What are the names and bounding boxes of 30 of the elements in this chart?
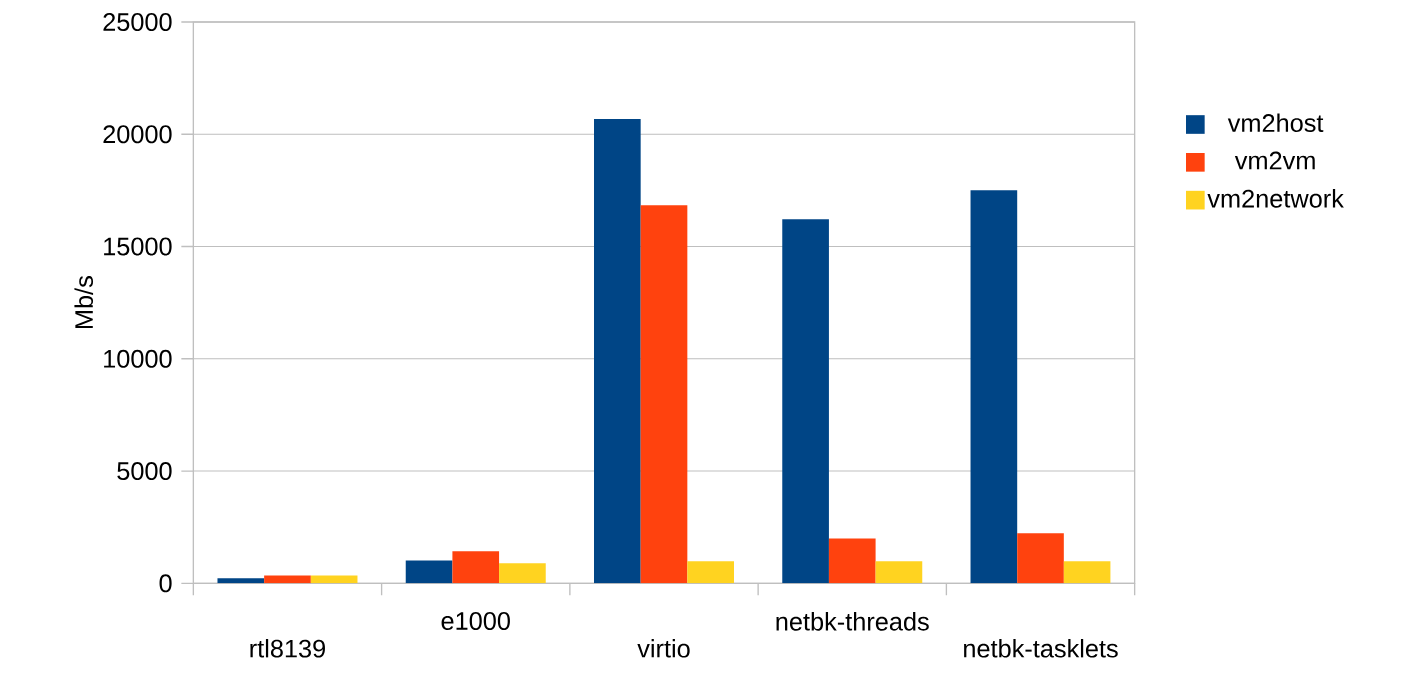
x-tick-label: netbk-tasklets xyxy=(964,638,1118,658)
y-axis-title: Mb/s xyxy=(74,275,94,328)
y-tick-label: 0 xyxy=(159,574,172,593)
bar xyxy=(828,538,876,584)
x-tick-label: e1000 xyxy=(441,611,510,630)
bar xyxy=(1017,533,1064,584)
bar xyxy=(782,218,829,584)
legend-label: vm2vm xyxy=(1234,151,1315,170)
bar xyxy=(970,190,1018,584)
y-tick-label: 25000 xyxy=(103,12,172,31)
x-tick-label: netbk-threads xyxy=(776,611,929,631)
bar xyxy=(405,560,453,584)
bar xyxy=(264,575,311,584)
bar xyxy=(594,118,641,584)
legend-label: vm2network xyxy=(1207,188,1344,208)
y-tick-label: 15000 xyxy=(104,237,172,256)
bar xyxy=(452,551,500,584)
bar xyxy=(217,578,265,584)
bar xyxy=(1063,561,1111,584)
y-tick-label: 10000 xyxy=(104,349,172,368)
bar xyxy=(499,563,546,584)
bar xyxy=(640,205,688,584)
bar xyxy=(875,561,923,584)
x-tick-label: rtl8139 xyxy=(250,638,325,658)
y-tick-label: 5000 xyxy=(117,461,172,480)
bar xyxy=(687,561,734,584)
x-tick-label: virtio xyxy=(637,638,690,658)
bar xyxy=(310,575,358,584)
legend-label: vm2host xyxy=(1227,113,1324,132)
y-tick-label: 20000 xyxy=(103,125,172,144)
